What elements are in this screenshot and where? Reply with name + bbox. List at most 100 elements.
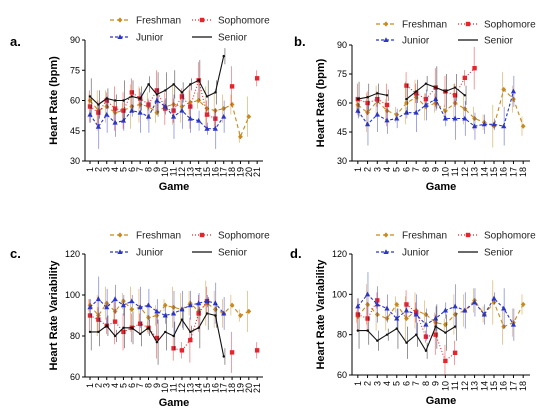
y-tick-label: 120 <box>65 249 80 259</box>
data-point <box>147 326 150 329</box>
data-point <box>434 325 437 328</box>
data-point <box>180 91 184 94</box>
x-tick-label: 16 <box>499 381 509 391</box>
legend-marker <box>117 17 123 23</box>
data-point <box>452 100 458 106</box>
data-point <box>122 99 125 102</box>
data-point <box>405 97 408 101</box>
data-point <box>137 109 143 115</box>
data-point <box>413 94 419 100</box>
legend-label: Junior <box>136 248 164 259</box>
data-point <box>214 314 217 317</box>
panel-label: d. <box>290 246 302 261</box>
data-point <box>212 306 218 312</box>
data-point <box>501 324 507 330</box>
legend-label: Senior <box>218 248 248 259</box>
data-point <box>364 121 371 127</box>
data-point <box>104 98 109 103</box>
data-point <box>129 306 135 312</box>
legend-label: Freshman <box>402 231 447 242</box>
data-point <box>146 314 151 321</box>
x-tick-label: 2 <box>363 381 373 386</box>
data-point <box>164 89 167 92</box>
data-point <box>510 88 517 94</box>
data-point <box>154 308 160 314</box>
data-point <box>423 102 429 107</box>
y-tick-label: 75 <box>70 65 80 75</box>
data-point <box>501 86 507 93</box>
legend: Freshman Sophomore Junior Senior <box>110 231 270 259</box>
data-point <box>112 319 118 324</box>
data-point <box>120 117 127 123</box>
legend-marker <box>383 21 389 27</box>
data-point <box>404 315 409 322</box>
data-point <box>179 94 185 99</box>
x-tick-label: 6 <box>401 167 411 172</box>
data-point <box>462 75 468 81</box>
data-point <box>444 331 447 334</box>
y-axis-title: Heart Rate Variability <box>315 259 327 370</box>
data-point <box>129 298 135 304</box>
data-point <box>179 348 185 353</box>
data-point <box>520 301 526 308</box>
legend-marker <box>117 249 123 254</box>
y-tick-label: 100 <box>65 290 80 300</box>
data-point <box>413 91 419 96</box>
x-tick-label: 6 <box>401 381 411 386</box>
data-point <box>403 307 410 313</box>
x-tick-label: 13 <box>185 383 195 393</box>
data-point <box>154 335 160 341</box>
x-tick-label: 3 <box>102 383 112 388</box>
data-point <box>221 310 227 316</box>
data-point <box>413 311 419 317</box>
y-axis-title: Heart Rate Variability <box>48 260 60 371</box>
legend-item-sophomore: Sophomore <box>192 16 270 27</box>
legend-label: Junior <box>402 248 430 259</box>
data-point <box>214 91 217 94</box>
legend-item-junior: Junior <box>110 248 164 259</box>
data-point <box>229 302 235 308</box>
y-axis-title: Heart Rate (bpm) <box>315 58 327 147</box>
series-freshman <box>355 72 526 148</box>
data-point <box>154 97 160 103</box>
x-tick-label: 16 <box>210 167 220 177</box>
data-point <box>204 105 210 112</box>
data-point <box>147 83 150 86</box>
data-point <box>246 308 252 314</box>
data-point <box>356 97 360 101</box>
data-point <box>452 115 458 121</box>
data-point <box>462 106 468 112</box>
y-axis-title: Heart Rate (bpm) <box>48 56 60 145</box>
x-tick-label: 11 <box>450 167 460 176</box>
x-tick-label: 7 <box>411 167 421 172</box>
x-axis-title: Game <box>426 181 457 193</box>
x-tick-label: 9 <box>431 381 441 386</box>
data-point <box>87 304 93 310</box>
x-tick-label: 18 <box>227 383 237 393</box>
y-tick-label: 60 <box>337 98 347 108</box>
data-point <box>87 104 93 109</box>
x-tick-label: 19 <box>235 167 245 177</box>
data-point <box>434 86 437 89</box>
series-line <box>89 55 225 106</box>
data-point <box>414 333 418 336</box>
data-point <box>87 111 93 117</box>
legend-item-junior: Junior <box>376 248 430 259</box>
y-tick-label: 90 <box>337 40 347 50</box>
x-axis-title: Game <box>426 395 457 407</box>
data-point <box>374 301 380 307</box>
x-tick-label: 2 <box>93 167 103 172</box>
data-point <box>212 125 218 131</box>
x-tick-label: 7 <box>135 383 145 388</box>
x-tick-label: 9 <box>431 167 441 172</box>
data-point <box>138 332 142 336</box>
data-point <box>491 299 497 305</box>
data-point <box>187 99 193 106</box>
data-point <box>137 321 143 326</box>
x-tick-label: 14 <box>194 383 204 393</box>
data-point <box>355 107 361 113</box>
x-tick-label: 8 <box>421 167 431 172</box>
series-line <box>357 325 456 353</box>
data-point <box>212 300 218 306</box>
x-tick-label: 15 <box>489 167 499 177</box>
